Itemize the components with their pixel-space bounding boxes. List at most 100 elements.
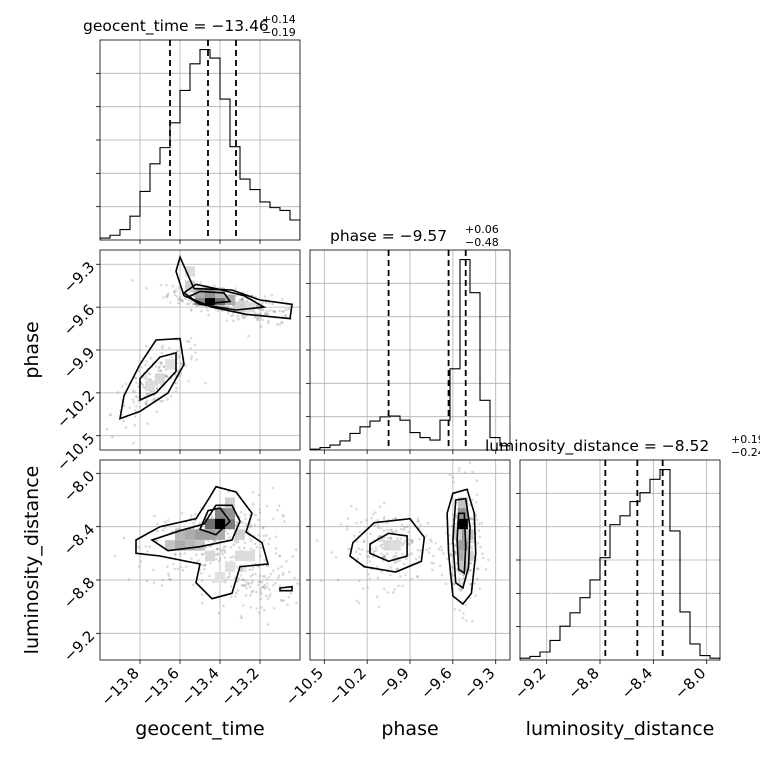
sample-point — [452, 582, 455, 586]
sample-point — [377, 535, 381, 538]
scatter-panel-geocent_time-luminosity_distance: −13.8−13.6−13.4−13.2−9.2−8.8−8.4−8.0 — [60, 459, 321, 709]
sample-point — [318, 562, 321, 565]
sample-point — [243, 541, 247, 544]
sample-point — [179, 296, 182, 299]
sample-point — [124, 382, 128, 386]
sample-point — [365, 519, 369, 522]
sample-point — [389, 536, 393, 540]
sample-point — [258, 574, 262, 578]
sample-point — [401, 584, 405, 588]
sample-point — [391, 530, 394, 534]
sample-point — [392, 591, 395, 594]
sample-point — [160, 361, 163, 365]
sample-point — [475, 518, 479, 521]
panel-content — [315, 461, 490, 623]
sample-point — [237, 546, 241, 549]
density-cell — [185, 280, 195, 291]
sample-point — [265, 585, 269, 589]
density-cell — [245, 550, 255, 562]
sample-point — [275, 323, 279, 326]
sample-point — [134, 415, 137, 418]
contour-level — [186, 290, 232, 306]
sample-point — [380, 552, 384, 556]
sample-point — [257, 534, 260, 537]
sample-point — [240, 584, 244, 587]
sample-point — [164, 520, 167, 524]
sample-point — [419, 523, 422, 527]
sample-point — [104, 449, 108, 450]
sample-point — [260, 325, 263, 328]
sample-point — [190, 355, 194, 358]
sample-point — [241, 297, 244, 300]
sample-point — [165, 294, 168, 298]
sample-point — [148, 545, 152, 549]
y-tick-label: −10.5 — [53, 429, 98, 474]
contour-level — [279, 585, 293, 592]
sample-point — [440, 548, 444, 552]
sample-point — [159, 369, 163, 372]
contour-level — [349, 517, 426, 573]
sample-point — [389, 536, 393, 539]
sample-point — [151, 399, 154, 402]
sample-point — [389, 528, 392, 532]
title-luminosity-distance-plus: +0.19 — [731, 433, 760, 446]
sample-point — [380, 546, 384, 550]
sample-point — [440, 573, 444, 577]
sample-point — [135, 381, 138, 384]
sample-point — [464, 471, 467, 474]
sample-point — [200, 309, 203, 313]
sample-point — [400, 523, 404, 527]
sample-point — [259, 588, 263, 591]
sample-point — [386, 536, 390, 540]
sample-point — [179, 553, 182, 556]
sample-point — [400, 528, 403, 531]
sample-point — [192, 303, 196, 306]
sample-point — [216, 309, 220, 313]
sample-point — [210, 515, 214, 519]
sample-point — [396, 560, 399, 563]
sample-point — [277, 504, 281, 508]
sample-point — [295, 601, 298, 605]
sample-point — [272, 517, 275, 521]
sample-point — [393, 561, 397, 565]
sample-point — [394, 555, 398, 558]
sample-point — [260, 606, 263, 609]
sample-point — [132, 401, 136, 404]
sample-point — [179, 362, 183, 365]
sample-point — [236, 314, 239, 318]
title-phase-plus: +0.06 — [465, 223, 499, 236]
sample-point — [462, 573, 465, 577]
sample-point — [243, 513, 247, 516]
panel-content — [113, 485, 321, 626]
sample-point — [457, 470, 461, 473]
sample-point — [416, 575, 419, 578]
sample-point — [269, 572, 273, 576]
sample-point — [382, 529, 386, 533]
sample-point — [205, 306, 208, 309]
sample-point — [487, 558, 490, 562]
sample-point — [473, 582, 476, 585]
sample-point — [243, 584, 246, 588]
sample-point — [234, 523, 237, 527]
density-cell — [215, 572, 225, 583]
sample-point — [367, 555, 371, 558]
frame-geocent_time-phase — [99, 249, 301, 451]
xlabel-geocent-time: geocent_time — [135, 718, 264, 740]
sample-point — [479, 545, 482, 549]
density-cell — [235, 550, 245, 562]
sample-point — [265, 313, 269, 317]
sample-point — [306, 598, 309, 601]
sample-point — [397, 584, 400, 588]
sample-point — [234, 287, 237, 290]
sample-point — [469, 568, 473, 572]
sample-point — [157, 369, 160, 373]
sample-point — [166, 398, 169, 401]
sample-point — [378, 505, 382, 509]
sample-point — [268, 309, 272, 312]
sample-point — [281, 513, 285, 517]
sample-point — [407, 541, 411, 545]
sample-point — [161, 578, 165, 582]
sample-point — [192, 302, 195, 306]
sample-point — [431, 568, 434, 572]
sample-point — [195, 358, 198, 361]
